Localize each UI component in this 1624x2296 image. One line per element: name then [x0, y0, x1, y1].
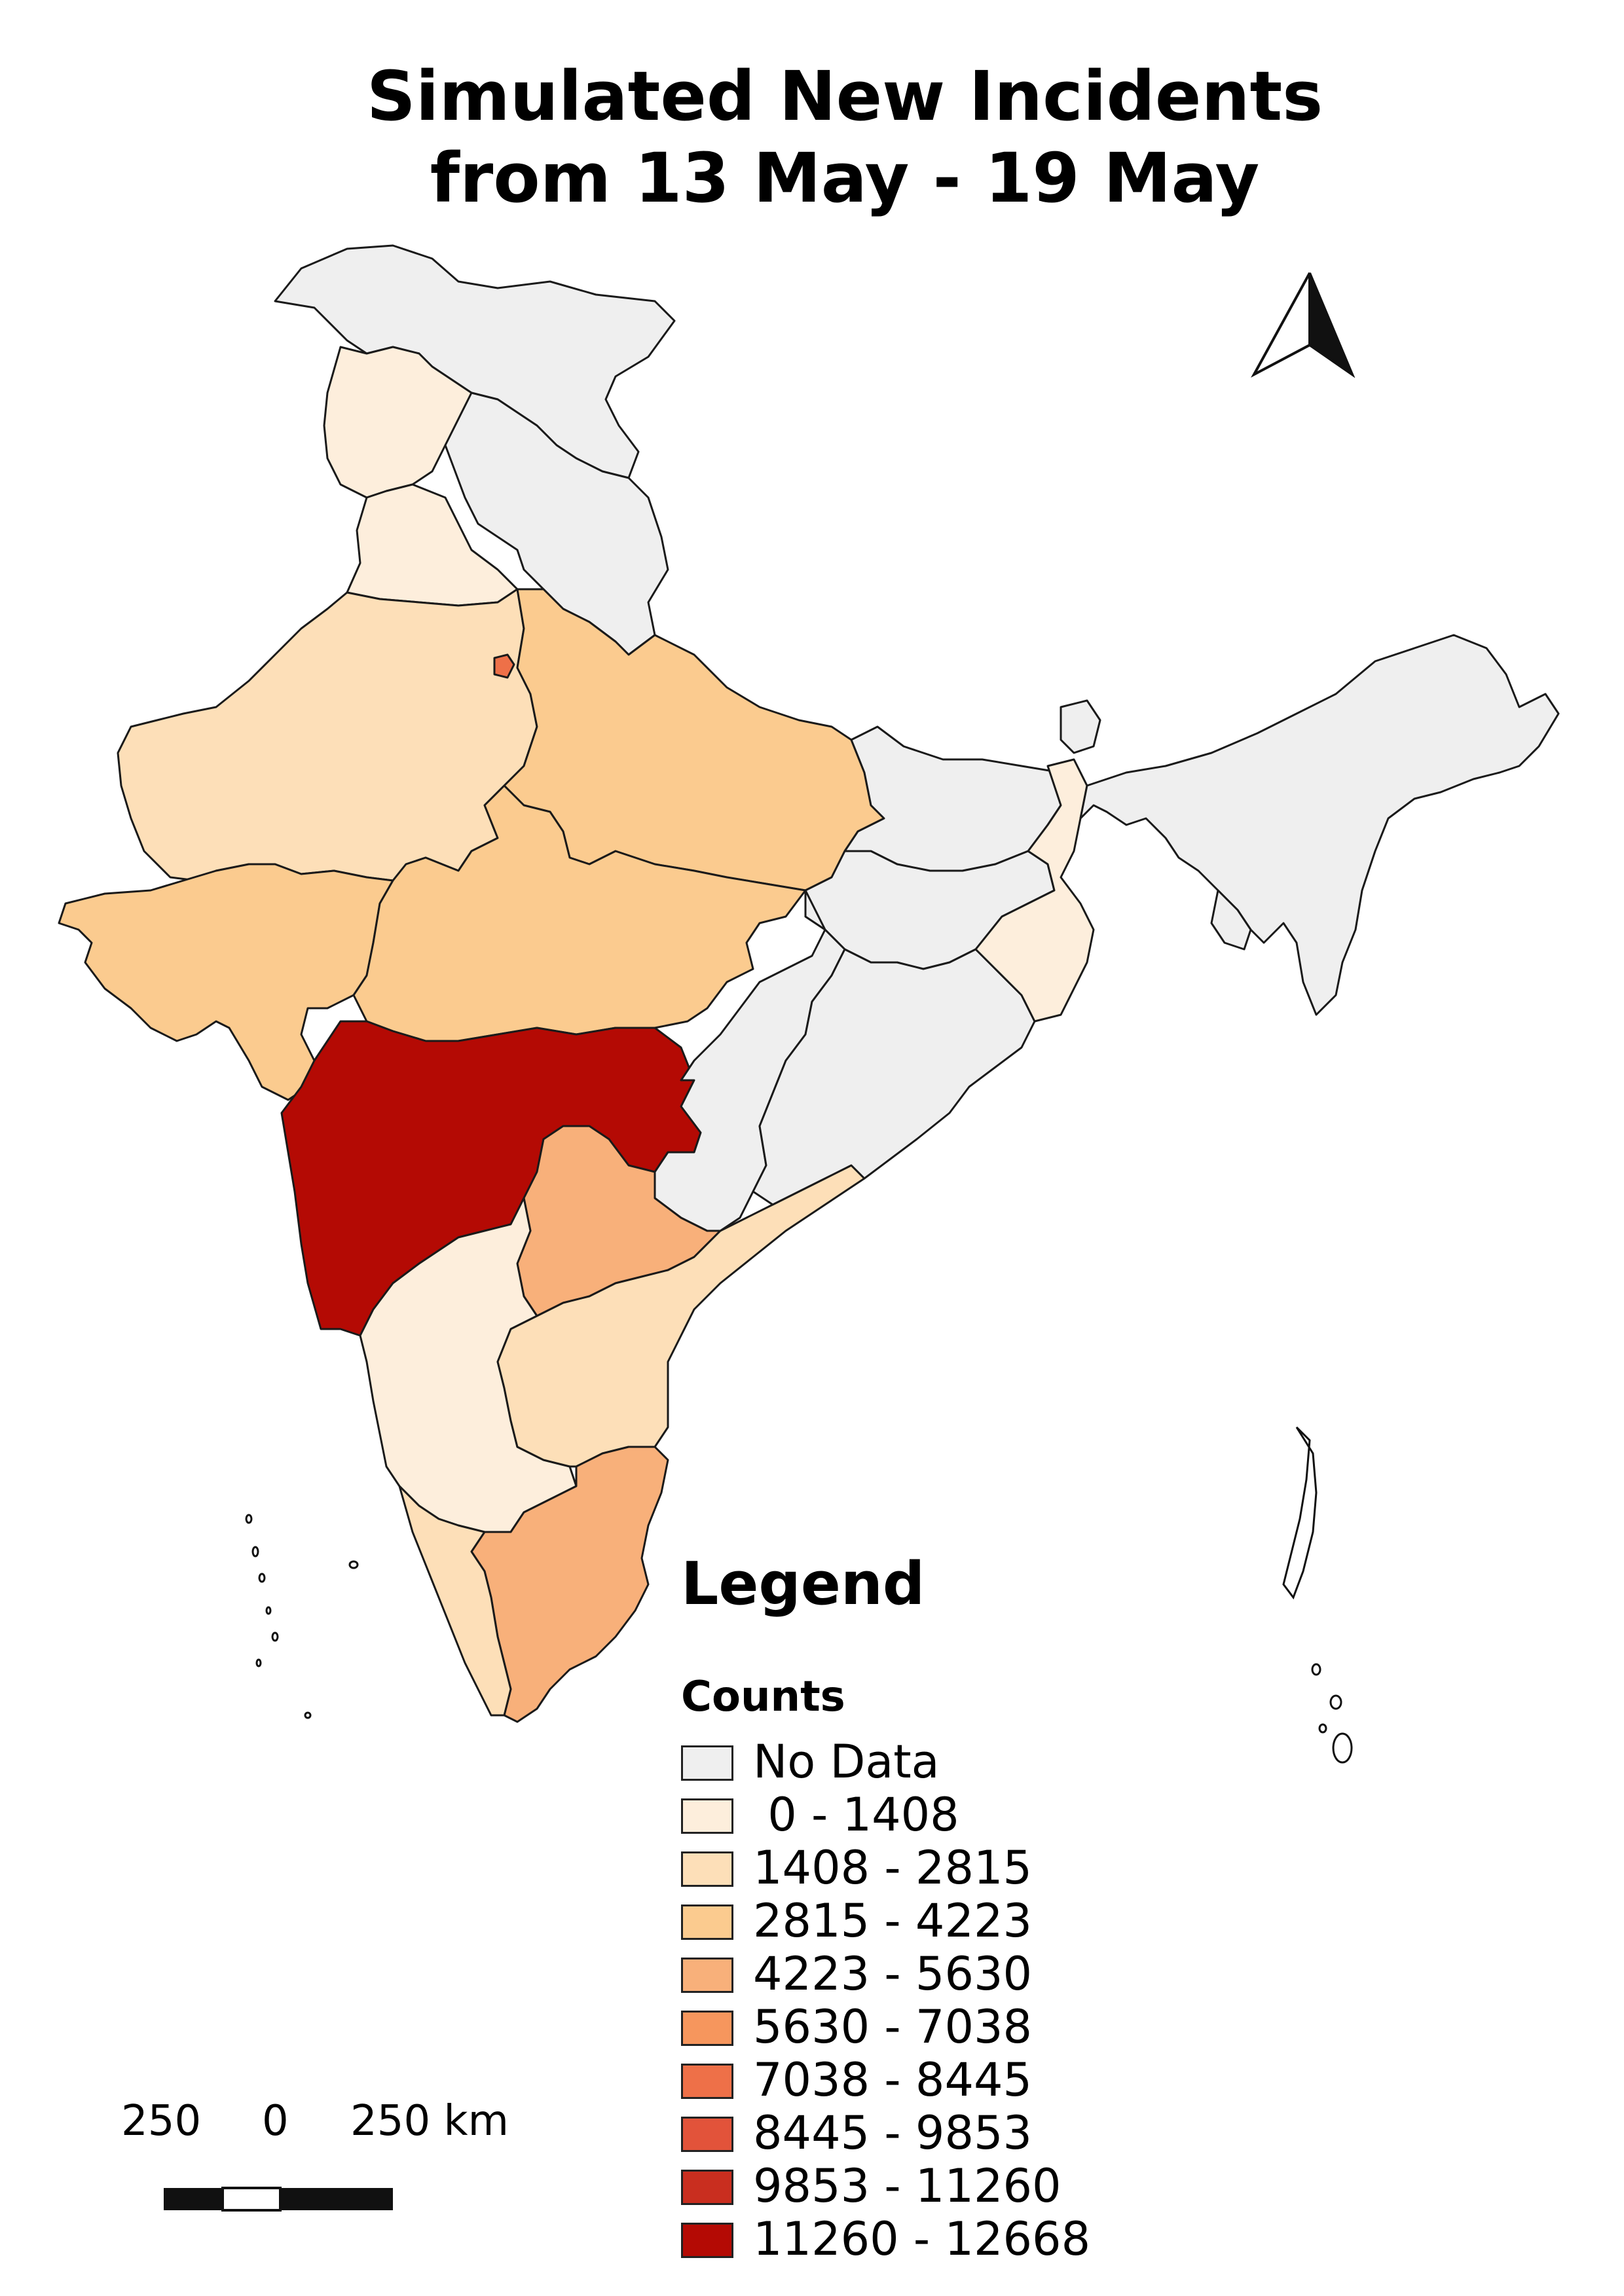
legend-label: 5630 - 7038: [753, 2000, 1033, 2054]
legend-subtitle: Counts: [681, 1673, 845, 1721]
region-tamil-nadu: [470, 1446, 669, 1723]
map-title-line-2: from 13 May - 19 May: [430, 138, 1260, 218]
region-north-east: [1079, 634, 1560, 1016]
legend-swatch: [681, 2011, 733, 2046]
legend-swatch: [681, 1904, 733, 1940]
region-rajasthan: [117, 588, 538, 882]
legend-swatch: [681, 1745, 733, 1781]
region-tripura: [1210, 889, 1252, 951]
scale-bar: [164, 2187, 393, 2212]
legend-label: 2815 - 4223: [753, 1894, 1033, 1948]
islands: [245, 1426, 1353, 1764]
region-delhi: [493, 653, 515, 679]
legend-swatch: [681, 1851, 733, 1887]
legend-swatch: [681, 2064, 733, 2099]
north-arrow-icon: [1251, 272, 1356, 378]
legend-swatch: [681, 1798, 733, 1834]
region-kerala: [398, 1485, 512, 1717]
scale-label-right: 250 km: [350, 2097, 509, 2145]
legend-swatch: [681, 1958, 733, 1993]
legend-title: Legend: [681, 1550, 925, 1618]
region-sikkim: [1060, 699, 1101, 754]
legend-label: 4223 - 5630: [753, 1947, 1033, 2001]
legend-label: 7038 - 8445: [753, 2053, 1033, 2107]
scale-label-left: 250: [121, 2097, 202, 2145]
legend-swatch: [681, 2223, 733, 2258]
legend-label: 0 - 1408: [753, 1788, 959, 1842]
region-himachal: [323, 346, 473, 499]
region-gujarat: [58, 863, 394, 1101]
legend-label: 9853 - 11260: [753, 2159, 1061, 2213]
legend-label: 11260 - 12668: [753, 2212, 1091, 2266]
scale-label-mid: 0: [262, 2097, 289, 2145]
legend-label: 1408 - 2815: [753, 1841, 1033, 1895]
map-title-line-1: Simulated New Incidents: [366, 56, 1323, 136]
legend-swatch: [681, 2170, 733, 2205]
region-odisha: [752, 948, 1036, 1206]
legend-swatch: [681, 2117, 733, 2152]
region-uttarakhand: [444, 392, 669, 656]
region-west-bengal: [974, 758, 1095, 1023]
legend-label: 8445 - 9853: [753, 2106, 1033, 2160]
legend-label: No Data: [753, 1735, 940, 1789]
